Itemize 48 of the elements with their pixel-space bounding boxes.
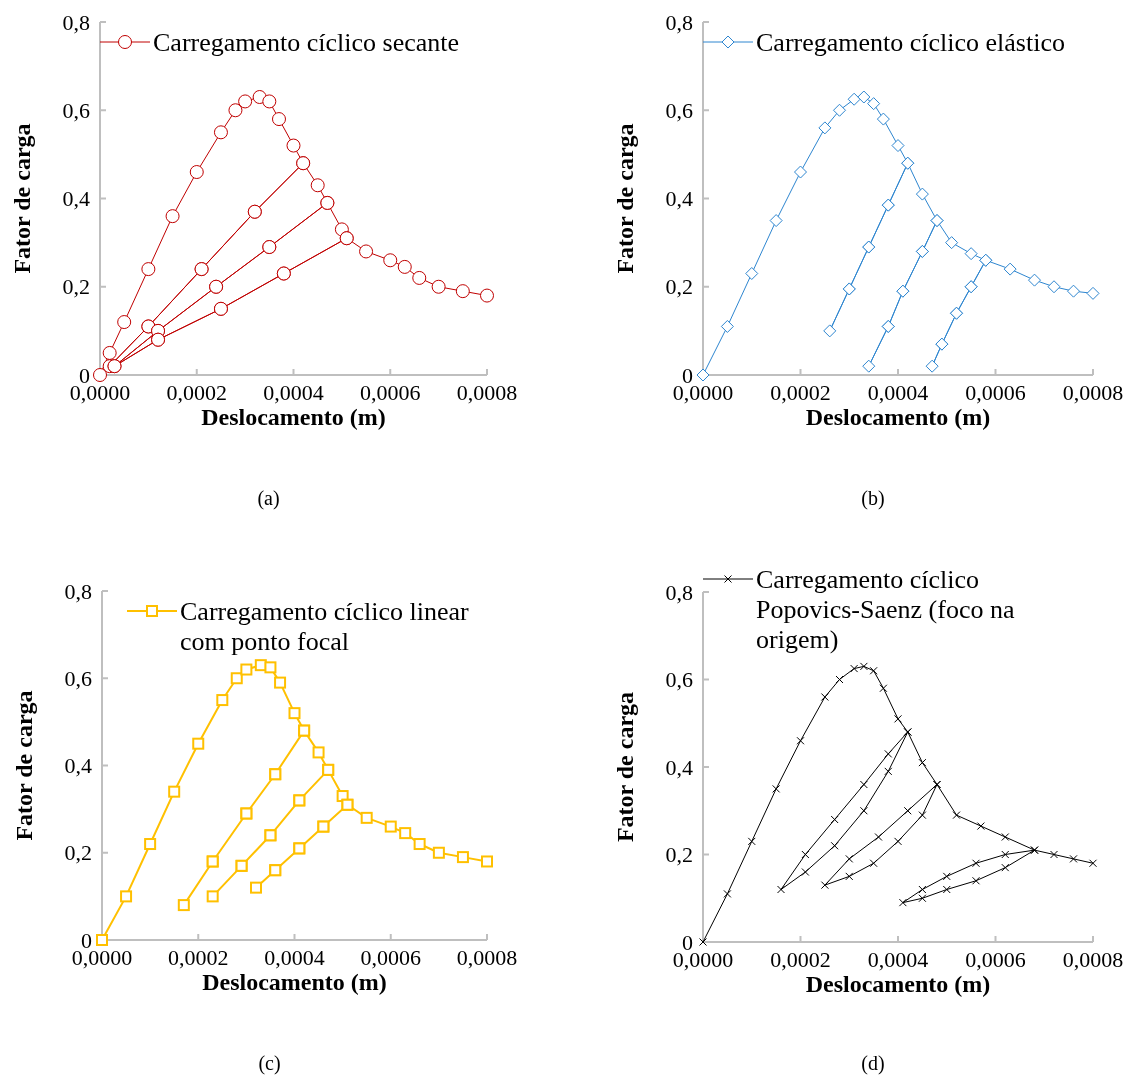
x-tick-label: 0,0006 [360, 945, 421, 970]
text: (d) [861, 1052, 885, 1075]
y-tick-label: 0,6 [62, 97, 90, 123]
x-tick-label: 0,0008 [1062, 380, 1124, 405]
y-tick-label: 0,6 [64, 665, 92, 691]
x-tick-label: 0,0004 [264, 945, 325, 970]
y-tick-label: 0,2 [665, 842, 693, 868]
x-tick-label: 0,0006 [965, 380, 1026, 405]
x-tick-label: 0,0002 [770, 947, 831, 972]
x-tick-label: 0,0008 [456, 945, 518, 970]
text: (b) [861, 487, 885, 510]
y-tick-label: 0,4 [62, 186, 90, 212]
y-tick-label: 0,2 [665, 274, 693, 300]
x-tick-label: 0,0002 [166, 380, 227, 405]
x-axis-title: Deslocamento (m) [202, 969, 387, 995]
x-tick-label: 0,0008 [456, 380, 518, 405]
y-tick-label: 0,6 [665, 97, 693, 123]
x-tick-label: 0,0002 [168, 945, 229, 970]
y-tick-label: 0,6 [665, 667, 693, 693]
y-axis-title: Fator de carga [612, 123, 638, 274]
y-axis-title: Fator de carga [11, 690, 37, 841]
x-tick-label: 0,0004 [867, 380, 929, 405]
legend-label: Carregamento cíclico Popovics-Saenz (foco na origem) [756, 565, 1015, 654]
y-tick-label: 0,8 [64, 578, 92, 604]
legend-label: Carregamento cíclico linear com ponto focal [180, 597, 470, 656]
x-tick-label: 0,0006 [360, 380, 421, 405]
x-axis-title: Deslocamento (m) [805, 971, 991, 997]
x-tick-label: 0,0006 [965, 947, 1026, 972]
text: (a) [257, 487, 280, 510]
y-tick-label: 0,8 [62, 9, 90, 35]
x-axis-title: Deslocamento (m) [201, 404, 386, 430]
text: (c) [258, 1052, 281, 1075]
y-tick-label: 0,4 [64, 753, 92, 779]
y-tick-label: 0,4 [665, 754, 693, 780]
y-tick-label: 0,8 [665, 579, 693, 605]
y-tick-label: 0,2 [64, 840, 92, 866]
x-tick-label: 0,0004 [867, 947, 929, 972]
legend-label: Carregamento cíclico elástico [756, 28, 1065, 58]
legend-label: Carregamento cíclico secante [153, 28, 460, 58]
y-axis-title: Fator de carga [612, 691, 638, 843]
y-axis-title: Fator de carga [9, 123, 35, 274]
y-tick-label: 0,4 [665, 186, 693, 212]
y-tick-label: 0,2 [62, 274, 90, 300]
x-tick-label: 0,0002 [770, 380, 831, 405]
x-axis-title: Deslocamento (m) [805, 404, 991, 430]
y-tick-label: 0,8 [665, 9, 693, 35]
x-tick-label: 0,0004 [263, 380, 324, 405]
x-tick-label: 0,0008 [1062, 947, 1124, 972]
